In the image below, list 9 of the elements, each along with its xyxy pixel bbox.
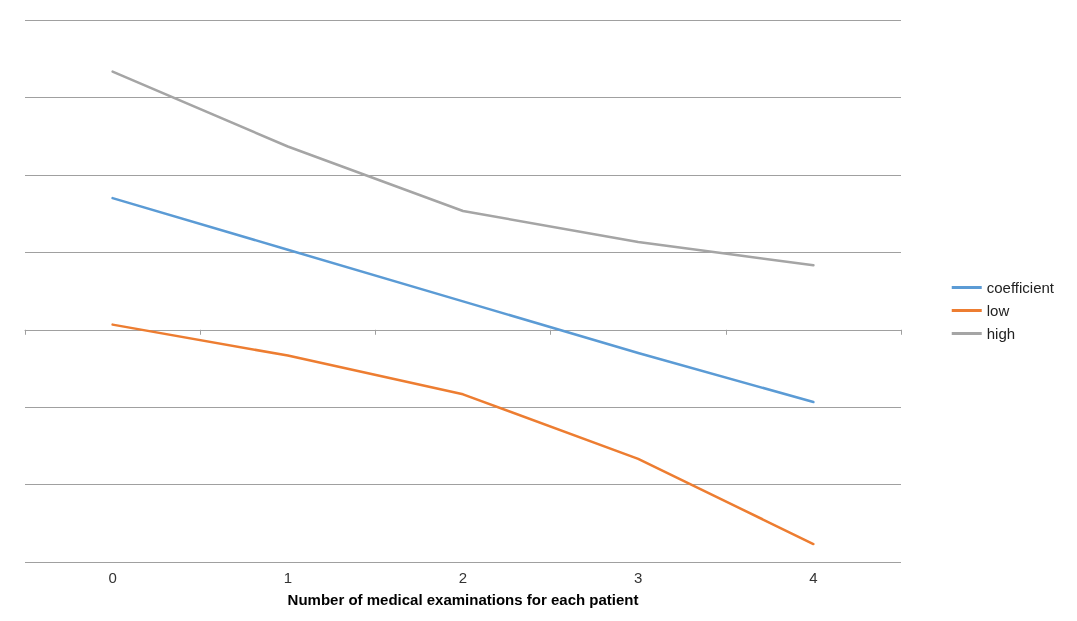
legend-label: high (986, 325, 1016, 342)
legend-label: low (986, 302, 1010, 319)
legend-label: coefficient (986, 279, 1055, 296)
x-tick-label: 0 (108, 569, 117, 587)
x-tick-label: 2 (458, 569, 468, 587)
x-tick-label: 3 (634, 569, 643, 587)
x-tick-label: 1 (283, 569, 292, 587)
x-axis-title: Number of medical examinations for each patient (287, 590, 639, 608)
x-tick-label: 4 (809, 569, 818, 587)
